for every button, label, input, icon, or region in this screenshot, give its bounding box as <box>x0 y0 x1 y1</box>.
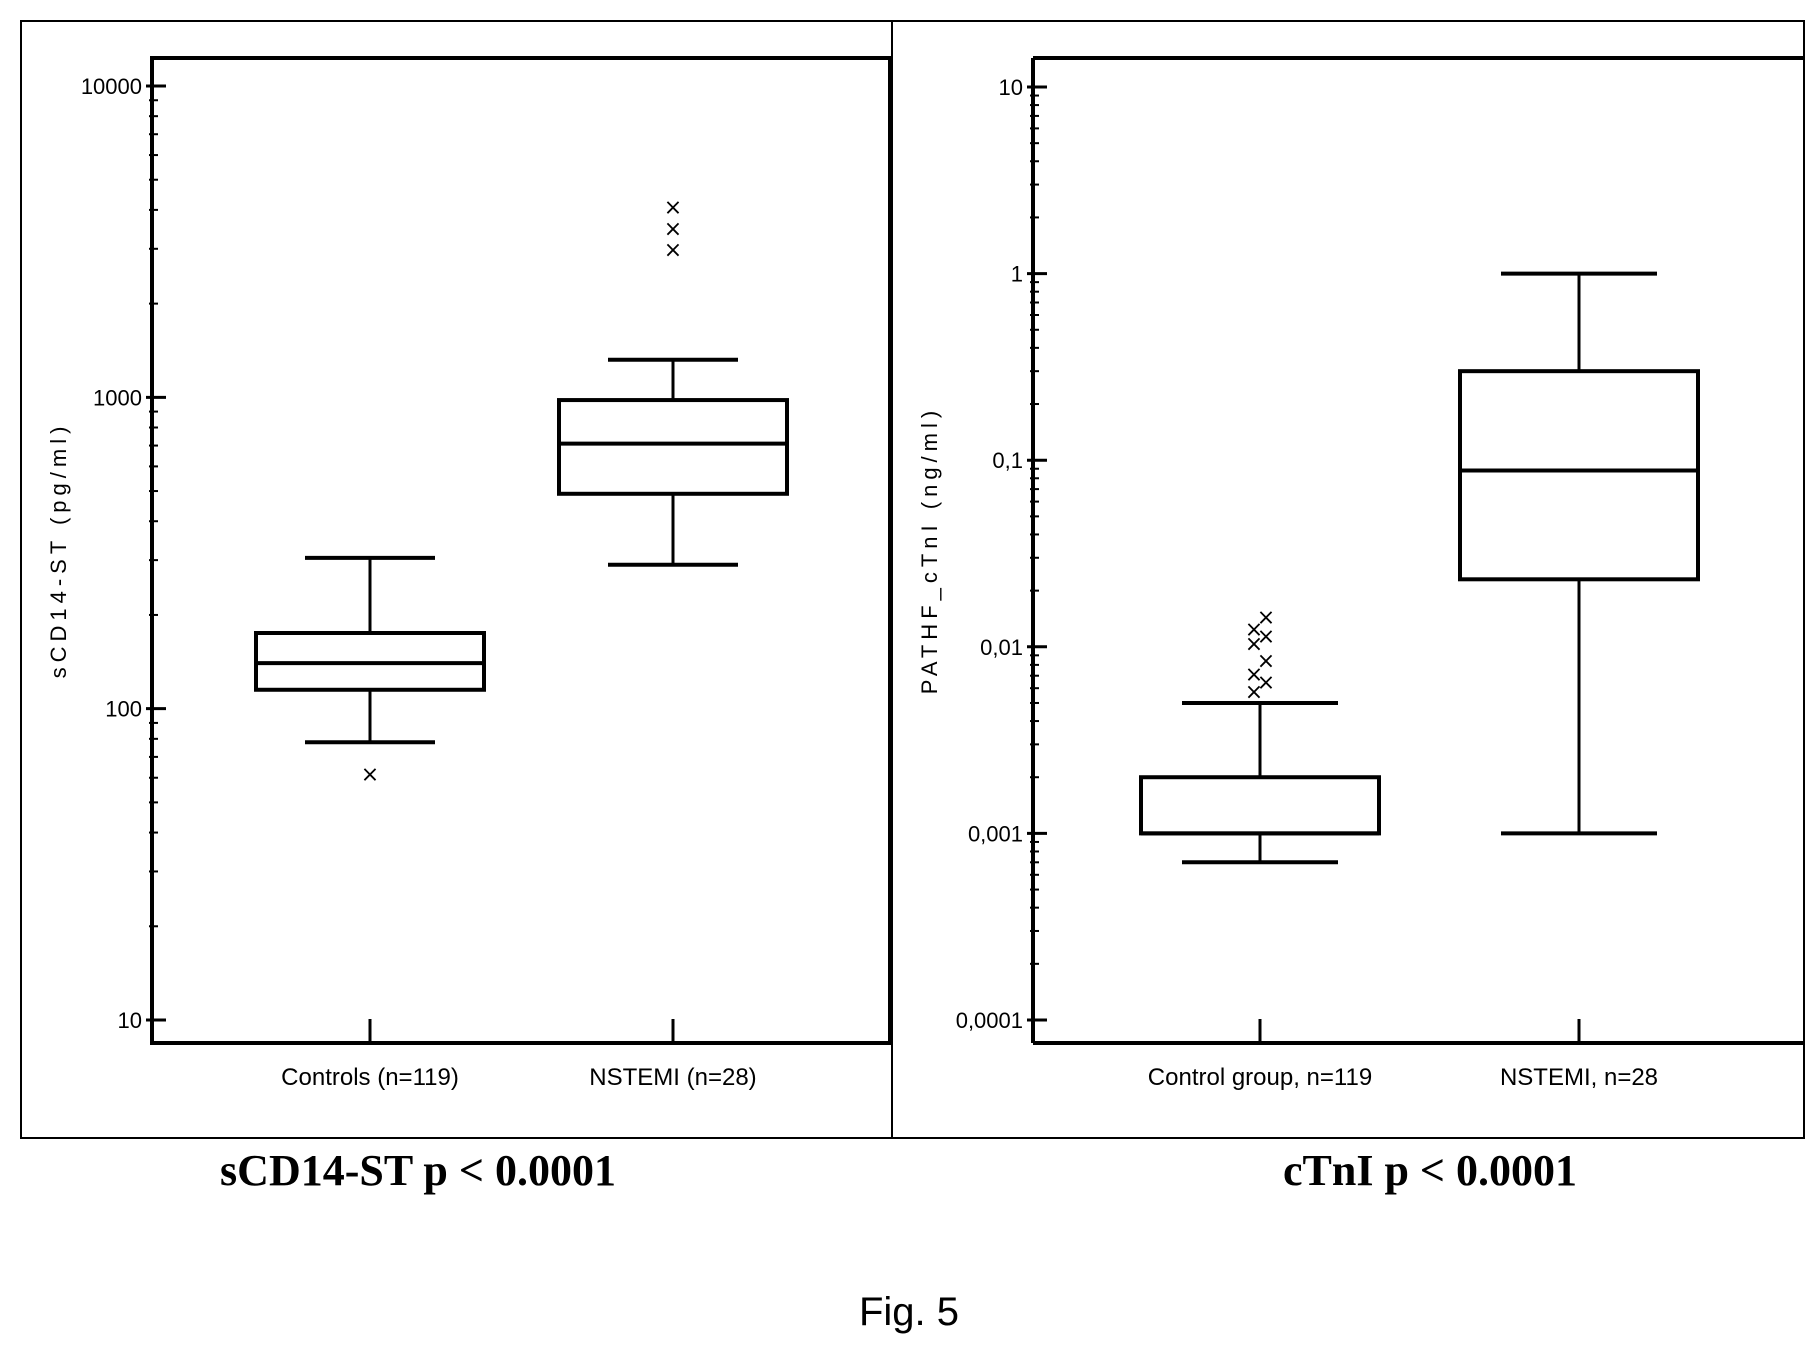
outlier-marker: × <box>1257 649 1275 674</box>
x-axis-right: Control group, n=119 NSTEMI, n=28 <box>1148 1019 1658 1091</box>
box-right-1: ×××××××× <box>1139 606 1381 865</box>
x-category-label-left: Controls (n=119) <box>281 1064 459 1091</box>
y-tick-label-left: 100 <box>105 697 142 722</box>
boxes-left: ×××× <box>254 196 789 787</box>
outlier-marker: × <box>1245 632 1263 657</box>
y-tick-label-right: 10 <box>999 75 1023 100</box>
y-axis-right: 0,0001 0,001 0,01 0,1 1 10 <box>956 75 1047 1033</box>
outlier-marker: × <box>1245 618 1263 643</box>
caption-left: sCD14-ST p < 0.0001 <box>220 1146 616 1195</box>
y-tick-label-left: 10000 <box>81 74 142 99</box>
box-right-2 <box>1458 271 1700 836</box>
outlier-marker: × <box>1245 680 1263 705</box>
y-axis-label-left: sCD14-ST (pg/ml) <box>46 422 71 679</box>
y-tick-label-right: 0,01 <box>980 635 1023 660</box>
y-tick-label-left: 10 <box>118 1008 142 1033</box>
outlier-marker: × <box>361 762 379 787</box>
outlier-marker: × <box>664 217 682 242</box>
box-iqr <box>1458 369 1700 582</box>
outlier-marker: × <box>1257 624 1275 649</box>
outlier-marker: × <box>664 238 682 263</box>
y-tick-label-right: 0,0001 <box>956 1008 1023 1033</box>
y-tick-label-right: 0,001 <box>968 821 1023 846</box>
plot-area-left <box>150 56 892 1045</box>
x-category-label-right: NSTEMI, n=28 <box>1500 1064 1658 1091</box>
caption-right: cTnI p < 0.0001 <box>1283 1146 1577 1195</box>
x-axis-left: Controls (n=119) NSTEMI (n=28) <box>281 1019 757 1091</box>
x-category-label-left: NSTEMI (n=28) <box>589 1064 756 1091</box>
x-category-label-right: Control group, n=119 <box>1148 1064 1372 1091</box>
outlier-marker: × <box>1257 606 1275 631</box>
y-tick-label-left: 1000 <box>93 385 142 410</box>
outlier-marker: × <box>664 196 682 221</box>
outlier-marker: × <box>1257 671 1275 696</box>
box-iqr <box>557 398 789 496</box>
box-iqr <box>1139 775 1381 836</box>
outlier-marker: × <box>1245 662 1263 687</box>
box-left-1: × <box>254 555 486 787</box>
y-axis-left: 10 100 1000 10000 <box>81 74 166 1033</box>
boxes-right: ×××××××× <box>1139 271 1700 865</box>
y-tick-label-right: 0,1 <box>992 448 1023 473</box>
box-left-2: ××× <box>557 196 789 567</box>
figure-label: Fig. 5 <box>859 1290 959 1334</box>
y-axis-label-right: PATHF_cTnI (ng/ml) <box>917 406 942 694</box>
y-tick-label-right: 1 <box>1011 262 1023 287</box>
